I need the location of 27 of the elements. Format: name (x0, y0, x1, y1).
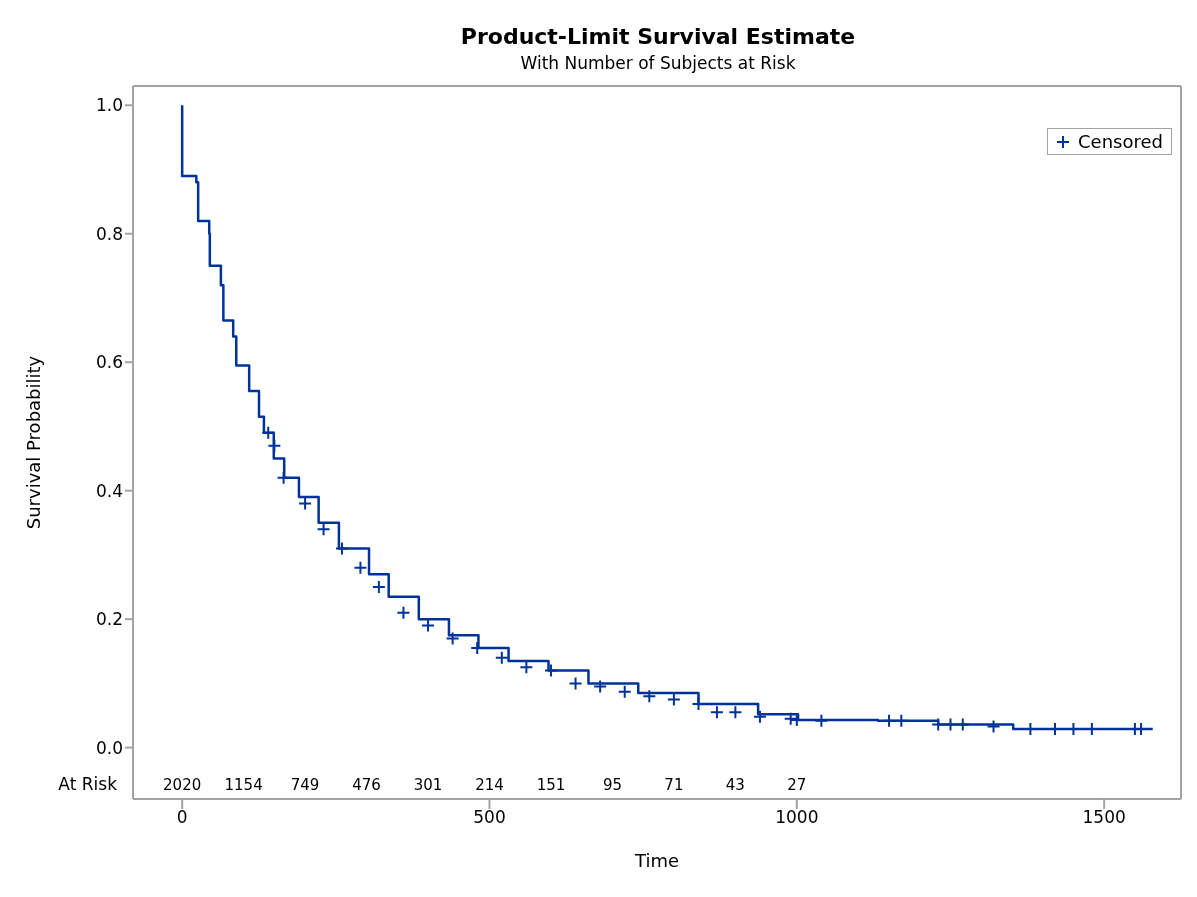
annotation: 2020 (163, 775, 202, 794)
y-axis-title: Survival Probability (23, 355, 45, 530)
y-tick-label: 0.0 (95, 737, 123, 758)
y-tick-label: 0.4 (95, 480, 123, 501)
annotation: 749 (290, 775, 320, 794)
annotation: 95 (602, 775, 622, 794)
x-tick-label: 500 (473, 807, 506, 828)
x-tick-label: 1500 (1082, 807, 1126, 828)
y-tick-label: 1.0 (95, 95, 123, 116)
annotation: 476 (352, 775, 381, 794)
y-tick-label: 0.2 (95, 609, 123, 630)
annotation: 301 (413, 775, 443, 794)
text: At Risk (58, 774, 118, 795)
x-tick-label: 1000 (775, 807, 819, 828)
annotation: 43 (725, 775, 745, 794)
chart-title: Product-Limit Survival Estimate (459, 24, 857, 49)
chart-subtitle: With Number of Subjects at Risk (519, 53, 797, 73)
annotation: 214 (475, 775, 504, 794)
y-tick-label: 0.6 (95, 352, 123, 373)
x-tick-label: 0 (176, 807, 188, 828)
annotation: 151 (536, 775, 566, 794)
x-axis-title: Time (633, 850, 680, 871)
annotation: 1154 (224, 775, 263, 794)
annotation: 27 (787, 775, 807, 794)
legend-label: Censored (1078, 131, 1163, 152)
annotation: 71 (664, 775, 684, 794)
y-tick-label: 0.8 (95, 223, 123, 244)
